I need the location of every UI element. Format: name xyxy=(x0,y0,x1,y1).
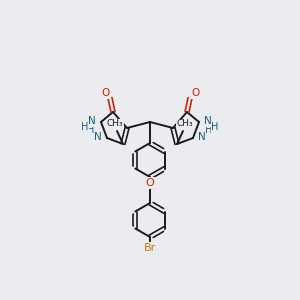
Text: H: H xyxy=(81,122,89,132)
Text: N: N xyxy=(204,116,212,126)
Text: O: O xyxy=(191,88,199,98)
Text: H: H xyxy=(211,122,219,132)
Text: O: O xyxy=(101,88,109,98)
Text: O: O xyxy=(146,178,154,188)
Text: Br: Br xyxy=(144,243,156,253)
Text: CH₃: CH₃ xyxy=(177,119,193,128)
Text: H: H xyxy=(87,125,95,135)
Text: H: H xyxy=(205,125,213,135)
Text: CH₃: CH₃ xyxy=(107,119,123,128)
Text: N: N xyxy=(94,132,102,142)
Text: N: N xyxy=(88,116,96,126)
Text: N: N xyxy=(198,132,206,142)
